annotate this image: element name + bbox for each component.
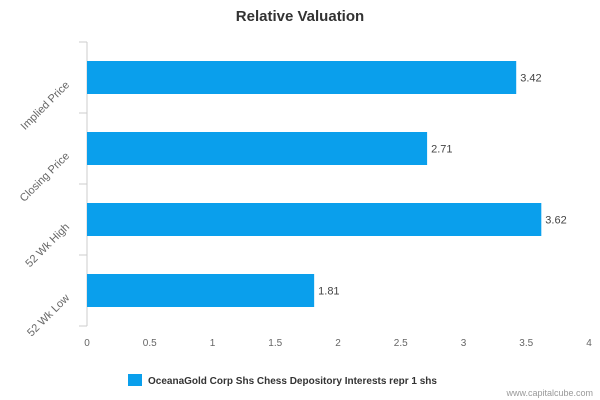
legend-swatch — [128, 374, 142, 386]
data-label-group: 3.42 2.71 3.62 1.81 — [318, 73, 567, 298]
data-label: 1.81 — [318, 286, 339, 298]
bar — [87, 203, 542, 236]
category-label-group: Implied Price Closing Price 52 Wk High 52 W… — [18, 79, 72, 339]
credit-text: www.capitalcube.com — [505, 388, 593, 398]
category-label: 52 Wk Low — [25, 292, 72, 339]
x-tick-label: 4 — [586, 338, 592, 349]
x-tick-label: 2 — [335, 338, 341, 349]
legend-label: OceanaGold Corp Shs Chess Depository Int… — [148, 376, 437, 387]
data-label: 3.62 — [545, 215, 566, 227]
bar-group — [87, 61, 542, 307]
x-tick-label: 1.5 — [268, 338, 282, 349]
x-tick-label: 3.5 — [519, 338, 533, 349]
x-tick-label: 0.5 — [143, 338, 157, 349]
category-label: Implied Price — [19, 79, 72, 132]
x-tick-label: 2.5 — [394, 338, 408, 349]
chart-title: Relative Valuation — [236, 8, 364, 25]
category-label: 52 Wk High — [23, 221, 72, 270]
data-label: 2.71 — [431, 144, 452, 156]
x-tick-label: 1 — [210, 338, 216, 349]
bar — [87, 132, 428, 165]
x-tick-label: 0 — [84, 338, 90, 349]
data-label: 3.42 — [520, 73, 541, 85]
bar — [87, 274, 315, 307]
x-tick-label: 3 — [461, 338, 467, 349]
x-tick-label-group: 0 0.5 1 1.5 2 2.5 3 3.5 4 — [84, 338, 592, 349]
category-tick-group — [79, 41, 87, 327]
legend: OceanaGold Corp Shs Chess Depository Int… — [128, 374, 437, 387]
category-label: Closing Price — [18, 150, 72, 204]
bar — [87, 61, 517, 94]
